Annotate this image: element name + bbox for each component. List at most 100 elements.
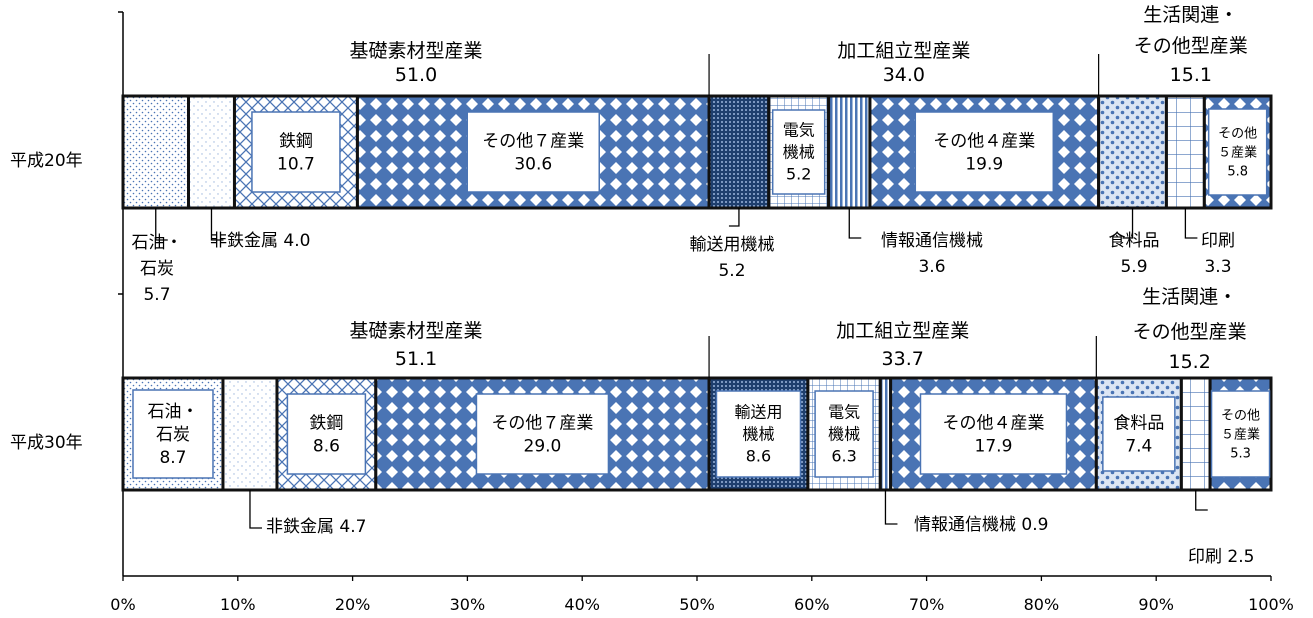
data-label: その他７産業 <box>482 131 584 151</box>
data-label: 5.7 <box>143 285 170 305</box>
data-label: 5.8 <box>1227 165 1248 180</box>
bar-segment <box>1164 94 1206 210</box>
group-label: 加工組立型産業 <box>837 40 970 62</box>
data-label: 17.9 <box>975 436 1013 456</box>
bar-segment <box>707 94 771 210</box>
data-label: 電気 <box>783 121 815 140</box>
data-label-box <box>814 390 874 478</box>
x-tick-label: 60% <box>794 595 830 614</box>
data-label-box <box>1102 396 1176 472</box>
group-label: 基礎素材型産業 <box>350 320 483 342</box>
data-label: 電気 <box>828 403 860 422</box>
data-label: 3.6 <box>918 257 945 277</box>
data-label: 食料品 <box>1113 413 1164 433</box>
data-label: 非鉄金属 4.7 <box>266 517 366 537</box>
data-label: 7.4 <box>1125 436 1152 456</box>
x-tick-label: 0% <box>110 595 135 614</box>
data-label: ５産業 <box>1221 427 1260 443</box>
data-label: その他 <box>1218 127 1257 142</box>
data-label: ５産業 <box>1218 145 1257 161</box>
data-label: 5.2 <box>718 261 745 281</box>
group-total-label: 33.7 <box>882 348 924 370</box>
x-tick-label: 50% <box>679 595 715 614</box>
data-label: 輸送用機械 <box>690 235 775 255</box>
data-label: 6.3 <box>831 447 856 466</box>
group-total-label: 34.0 <box>883 64 925 86</box>
data-label-box <box>771 109 826 195</box>
x-tick-label: 100% <box>1248 595 1294 614</box>
data-label-box <box>132 389 214 479</box>
data-label: 8.6 <box>313 436 340 456</box>
data-label: その他４産業 <box>933 131 1035 151</box>
bar-segment <box>878 376 893 492</box>
data-label-box <box>286 393 367 475</box>
data-label: 石油・ <box>147 402 198 422</box>
leader-line <box>155 208 168 241</box>
bar-segment <box>221 376 279 492</box>
data-label: 5.3 <box>1230 447 1251 462</box>
leader-line <box>1122 208 1134 239</box>
bar-segment <box>187 94 236 210</box>
data-label: 印刷 2.5 <box>1188 547 1254 567</box>
category-label: 平成30年 <box>10 433 83 453</box>
x-tick-label: 70% <box>909 595 945 614</box>
data-label-box <box>1210 390 1271 478</box>
data-label: 石炭 <box>156 425 190 445</box>
group-total-label: 15.1 <box>1170 64 1212 86</box>
data-label: 30.6 <box>514 154 552 174</box>
leader-line <box>848 208 862 239</box>
data-label-box <box>1207 108 1268 196</box>
data-label: 8.7 <box>159 448 186 468</box>
data-label-box <box>715 390 802 478</box>
group-total-label: 51.0 <box>395 64 437 86</box>
leader-line <box>249 490 262 529</box>
data-label: 情報通信機械 0.9 <box>914 515 1048 535</box>
data-label: その他 <box>1221 409 1260 424</box>
data-label: 石炭 <box>140 259 174 279</box>
leader-line <box>1184 208 1198 239</box>
group-label: その他型産業 <box>1133 321 1247 343</box>
data-label: 29.0 <box>524 436 562 456</box>
data-label: 8.6 <box>746 447 771 466</box>
data-label: 10.7 <box>277 154 315 174</box>
data-label: 輸送用 <box>734 403 782 422</box>
data-label: 食料品 <box>1109 231 1160 251</box>
group-label: その他型産業 <box>1134 35 1248 57</box>
data-label: 石油・ <box>132 233 183 253</box>
bar-segment <box>121 94 191 210</box>
data-label: その他７産業 <box>491 413 593 433</box>
x-tick-label: 20% <box>335 595 371 614</box>
bar-segment <box>1097 94 1168 210</box>
category-label: 平成20年 <box>10 151 83 171</box>
x-tick-label: 80% <box>1024 595 1060 614</box>
data-label-box <box>914 111 1055 193</box>
bar-segment <box>1179 376 1212 492</box>
group-label: 加工組立型産業 <box>836 320 969 342</box>
data-label-box <box>919 393 1068 475</box>
data-label-box <box>475 393 610 475</box>
group-total-label: 15.2 <box>1169 351 1211 373</box>
data-label: 5.2 <box>786 165 811 184</box>
data-label: 情報通信機械 <box>881 231 983 251</box>
data-label-box <box>251 111 341 193</box>
data-label: 非鉄金属 4.0 <box>210 231 310 251</box>
data-label: 鉄鋼 <box>309 413 343 433</box>
data-label: 鉄鋼 <box>279 131 313 151</box>
group-label: 生活関連・ <box>1142 286 1237 308</box>
leader-line <box>210 208 224 241</box>
x-tick-label: 30% <box>450 595 486 614</box>
leader-line <box>728 208 740 227</box>
leader-line <box>884 490 898 525</box>
data-label: 5.9 <box>1120 257 1147 277</box>
group-label: 生活関連・ <box>1143 4 1238 26</box>
data-label: 3.3 <box>1204 257 1231 277</box>
data-label: 機械 <box>828 425 860 444</box>
leader-line <box>1195 490 1208 511</box>
data-label: 機械 <box>783 143 815 162</box>
group-label: 基礎素材型産業 <box>350 40 483 62</box>
data-label: 19.9 <box>965 154 1003 174</box>
data-label-box <box>466 111 600 193</box>
data-label: 印刷 <box>1201 231 1235 251</box>
x-tick-label: 40% <box>564 595 600 614</box>
